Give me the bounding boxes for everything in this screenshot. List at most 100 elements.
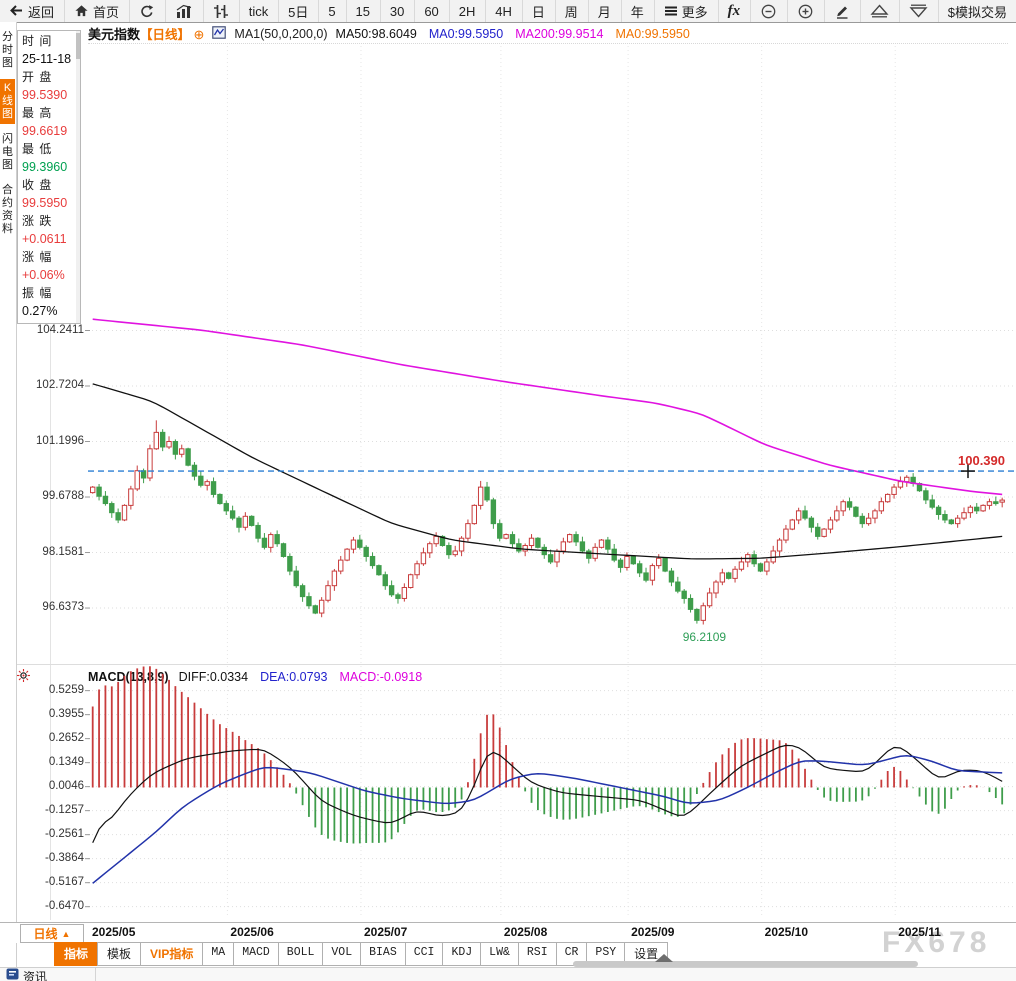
- toolbar-period-week-label: 周: [564, 4, 578, 20]
- period-selector-label: 日线: [33, 927, 58, 941]
- toolbar-overlay-down-button[interactable]: [898, 0, 937, 22]
- toolbar-period-year-button[interactable]: 年: [620, 0, 653, 22]
- y-axis-tick-4: 98.1581: [42, 545, 84, 558]
- indicator-tab-cci[interactable]: CCI: [404, 942, 444, 966]
- x-axis-row: [0, 922, 1016, 943]
- macd-axis-tick-6: -0.2561: [44, 827, 84, 840]
- toolbar-period-week-button[interactable]: 周: [554, 0, 587, 22]
- x-axis-month-1: 2025/06: [230, 925, 274, 939]
- sidebar-tab-contract-info[interactable]: 合 约 资 料: [2, 184, 13, 235]
- indicator-tab-vip-indicator[interactable]: VIP指标: [140, 942, 204, 966]
- indicator-tab-ma[interactable]: MA: [202, 942, 235, 966]
- toolbar-period-4h-button[interactable]: 4H: [485, 0, 521, 22]
- info-value-6: +0.06%: [22, 268, 65, 282]
- toolbar-zoom-out-button[interactable]: [750, 0, 786, 22]
- indicator-tab-indicator[interactable]: 指标: [54, 942, 99, 966]
- toolbar-sim-trade-button[interactable]: $模拟交易: [937, 0, 1016, 22]
- toolbar-tick-button[interactable]: tick: [238, 0, 278, 22]
- period-selector[interactable]: 日线 ▲: [20, 924, 84, 943]
- toolbar-back-button[interactable]: 返回: [0, 0, 63, 22]
- toolbar-period-15-label: 15: [355, 3, 370, 19]
- ma-value-3: MA0:99.5950: [615, 26, 690, 41]
- macd-value-1: DEA:0.0793: [260, 669, 328, 684]
- indicator-tab-vol[interactable]: VOL: [322, 942, 362, 966]
- toolbar-period-2h-label: 2H: [458, 3, 476, 19]
- ma-values: MA50:98.6049 MA0:99.5950 MA200:99.9514 MA0:…: [336, 27, 690, 41]
- price-line-label: 100.390: [958, 453, 1005, 469]
- add-compare-icon[interactable]: ⊕: [193, 27, 205, 42]
- toolbar-zoom-in-button[interactable]: [786, 0, 823, 22]
- toolbar-overlay-up-button[interactable]: [859, 0, 898, 22]
- horizontal-scrollbar[interactable]: [573, 961, 918, 967]
- toolbar-period-2h-button[interactable]: 2H: [448, 0, 485, 22]
- toolbar-period-day-button[interactable]: 日: [521, 0, 554, 22]
- toolbar-candle-chart-button[interactable]: [202, 0, 238, 22]
- back-icon: [9, 4, 24, 18]
- indicator-tab-macd[interactable]: MACD: [233, 942, 279, 966]
- pencil-icon: [834, 3, 850, 19]
- toolbar-more-label: 更多: [681, 4, 708, 20]
- indicator-tab-rsi[interactable]: RSI: [517, 942, 557, 966]
- ma-settings[interactable]: MA1(50,0,200,0): [234, 26, 328, 41]
- toolbar-period-month-button[interactable]: 月: [587, 0, 620, 22]
- toolbar-period-year-label: 年: [630, 4, 644, 20]
- indicator-tab-template[interactable]: 模板: [97, 942, 142, 966]
- sidebar-tab-time-chart[interactable]: 分 时 图: [2, 31, 13, 69]
- macd-value-2: MACD:-0.0918: [339, 669, 423, 684]
- info-label-3: 最 低: [22, 142, 53, 156]
- info-value-1: 99.5390: [22, 88, 68, 102]
- info-panel-scrollbar[interactable]: [76, 31, 80, 323]
- toolbar-period-15-button[interactable]: 15: [345, 0, 379, 22]
- info-label-6: 涨 幅: [22, 250, 53, 264]
- toolbar-home-button[interactable]: 首页: [63, 0, 128, 22]
- toolbar-period-30-button[interactable]: 30: [379, 0, 413, 22]
- info-label-5: 涨 跌: [22, 214, 53, 228]
- toolbar-period-30-label: 30: [389, 3, 405, 19]
- macd-axis-tick-3: 0.1349: [48, 755, 84, 768]
- toolbar-period-4h-label: 4H: [495, 3, 512, 19]
- toolbar-period-5-button[interactable]: 5: [318, 0, 344, 22]
- toolbar-period-day-label: 日: [531, 4, 545, 20]
- toolbar-back-label: 返回: [28, 4, 55, 20]
- toolbar-indicator-fx-label: fx: [727, 2, 741, 19]
- info-label-0: 时 间: [22, 34, 53, 48]
- symbol-title: 美元指数【日线】 ⊕: [88, 24, 204, 43]
- indicator-tab-bias[interactable]: BIAS: [360, 942, 406, 966]
- chart-type-sidebar: 分 时 图 K 线 图闪 电 图合 约 资 料: [0, 22, 17, 967]
- bottom-bar: 资讯: [0, 967, 1016, 981]
- line-style-icon[interactable]: [212, 25, 227, 42]
- indicator-tab-lw[interactable]: LW&: [480, 942, 519, 966]
- watermark: FX678: [882, 926, 991, 959]
- indicator-tab-boll[interactable]: BOLL: [277, 942, 324, 966]
- toolbar-refresh-button[interactable]: [128, 0, 164, 22]
- toolbar-trend-chart-button[interactable]: [164, 0, 202, 22]
- info-value-5: +0.0611: [22, 232, 67, 246]
- news-tab[interactable]: 资讯: [0, 968, 96, 981]
- toolbar-period-5-label: 5: [328, 3, 336, 19]
- toolbar-period-60-label: 60: [424, 3, 439, 19]
- triangle-down-icon: [909, 3, 928, 19]
- toolbar-indicator-fx-button[interactable]: fx: [717, 0, 750, 22]
- news-tab-label: 资讯: [23, 969, 48, 981]
- sidebar-tab-flash-chart[interactable]: 闪 电 图: [2, 133, 13, 171]
- macd-settings-icon[interactable]: [17, 669, 30, 687]
- ma-value-0: MA50:98.6049: [335, 26, 417, 41]
- sidebar-tab-kline-chart[interactable]: K 线 图: [0, 79, 15, 124]
- collapse-handle-icon[interactable]: [655, 954, 673, 962]
- info-label-2: 最 高: [22, 106, 53, 120]
- info-label-4: 收 盘: [22, 178, 53, 192]
- toolbar-period-5d-button[interactable]: 5日: [278, 0, 317, 22]
- toolbar-home-label: 首页: [92, 4, 119, 20]
- toolbar-more-button[interactable]: 更多: [653, 0, 717, 22]
- ma-value-2: MA200:99.9514: [515, 26, 604, 41]
- macd-title[interactable]: MACD(13,8,9): [88, 669, 169, 684]
- x-axis-month-5: 2025/10: [764, 925, 809, 939]
- macd-axis-tick-4: 0.0046: [48, 779, 84, 792]
- indicator-tab-kdj[interactable]: KDJ: [442, 942, 482, 966]
- info-value-2: 99.6619: [22, 124, 68, 138]
- toolbar-period-60-button[interactable]: 60: [414, 0, 447, 22]
- toolbar-draw-button[interactable]: [823, 0, 859, 22]
- macd-axis-tick-9: -0.6470: [44, 899, 84, 912]
